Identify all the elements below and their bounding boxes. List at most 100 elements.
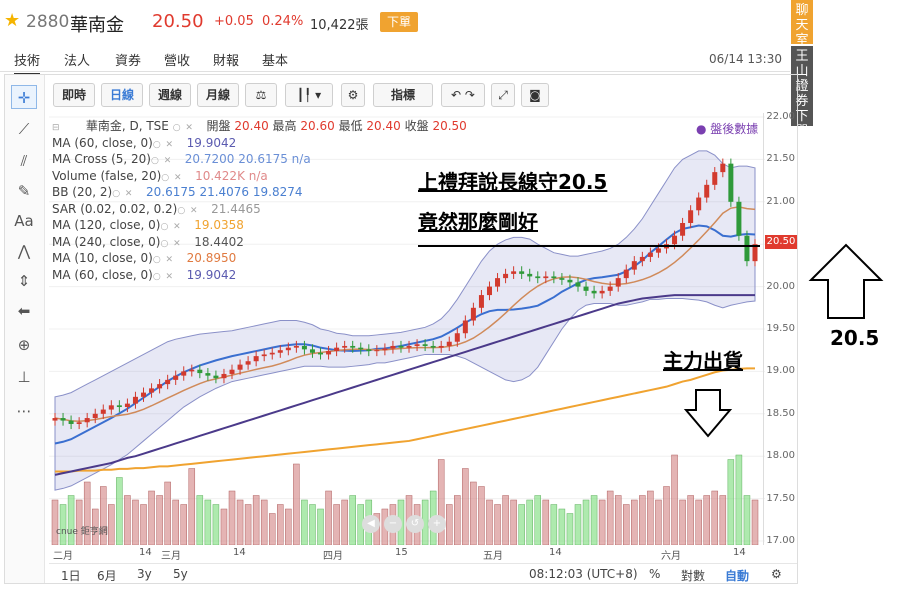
indicator-controls[interactable]: ○ ✕ xyxy=(152,255,175,265)
volume-bar xyxy=(598,499,606,545)
volume-bar xyxy=(486,499,493,545)
ruler-icon[interactable]: ⊥ xyxy=(17,368,31,386)
volume-bar xyxy=(518,504,525,545)
indicator-row[interactable]: SAR (0.02, 0.02, 0.2) ○ ✕ 21.4465 xyxy=(52,201,472,218)
after-hours-link[interactable]: ● 盤後數據 xyxy=(696,122,759,136)
favorite-star-icon[interactable]: ★ xyxy=(4,10,21,31)
percent-toggle[interactable]: % xyxy=(649,567,661,581)
candle-body xyxy=(269,352,275,355)
camera-icon[interactable]: ◙ xyxy=(521,83,549,107)
weekly-button[interactable]: 週線 xyxy=(149,83,191,107)
zoom-out-icon[interactable]: − xyxy=(384,515,402,533)
candle-body xyxy=(752,244,758,262)
candle-body xyxy=(277,350,283,353)
bollinger-band xyxy=(54,150,756,491)
indicator-row[interactable]: MA (60, close, 0) ○ ✕ 19.9042 xyxy=(52,135,472,152)
volume-bar xyxy=(188,468,196,545)
time-tick: 14 xyxy=(733,547,746,558)
trend-line-icon[interactable]: ⟋ xyxy=(18,120,30,138)
range-1d[interactable]: 1日 xyxy=(61,569,81,583)
indicator-row[interactable]: MA Cross (5, 20) ○ ✕ 20.7200 20.6175 n/a xyxy=(52,151,472,168)
price-change: +0.05 xyxy=(214,14,254,29)
settings-icon[interactable]: ⚙ xyxy=(341,83,365,107)
volume-bar xyxy=(252,495,260,545)
pattern-icon[interactable]: ⋀ xyxy=(17,242,31,260)
log-toggle[interactable]: 對數 xyxy=(681,569,706,583)
candle-body xyxy=(519,271,525,274)
zoom-icon[interactable]: ⊕ xyxy=(17,336,31,354)
range-5y[interactable]: 5y xyxy=(173,567,188,581)
realtime-button[interactable]: 即時 xyxy=(53,83,95,107)
axis-settings-icon[interactable]: ⚙ xyxy=(771,567,782,581)
chat-room-tab[interactable]: 聊天室 xyxy=(791,0,813,48)
volume-bar xyxy=(75,499,83,545)
quote-header: ★ 2880 華南金 20.50 +0.05 0.24% 10,422張 下單 xyxy=(0,0,900,42)
crosshair-icon[interactable]: ✛ xyxy=(11,85,37,109)
indicator-controls[interactable]: ○ ✕ xyxy=(152,271,175,282)
volume-bar xyxy=(550,504,558,545)
brush-icon[interactable]: ✎ xyxy=(17,182,31,200)
range-3y[interactable]: 3y xyxy=(137,567,152,581)
indicator-controls[interactable]: ○ ✕ xyxy=(161,172,183,183)
indicator-value: 10.422K n/a xyxy=(191,168,268,183)
fork-icon[interactable]: ⫽ xyxy=(20,152,28,170)
more-icon[interactable]: ⋯ xyxy=(16,402,32,420)
indicator-row[interactable]: Volume (false, 20) ○ ✕ 10.422K n/a xyxy=(52,168,472,185)
indicator-controls[interactable]: ○ ✕ xyxy=(112,189,134,199)
candle-body xyxy=(237,364,243,370)
indicator-name: MA (60, close, 0) xyxy=(52,135,153,150)
volume-bar xyxy=(83,481,91,545)
indicator-controls[interactable]: ○ ✕ xyxy=(152,139,175,150)
text-tool-icon[interactable]: Aa xyxy=(14,212,34,230)
candle-body xyxy=(583,286,589,291)
chart-legend: ⊟ 華南金, D, TSE ○ ✕ 開盤 20.40 最高 20.60 最低 2… xyxy=(52,118,472,283)
tab-institutional[interactable]: 法人 xyxy=(64,54,91,69)
volume-bar xyxy=(671,454,678,545)
indicator-controls[interactable]: ○ ✕ xyxy=(160,238,182,249)
price-chart[interactable] xyxy=(49,113,765,545)
zoom-reset-icon[interactable]: ↺ xyxy=(406,515,424,533)
zoom-in-icon[interactable]: + xyxy=(428,515,446,533)
volume-bar xyxy=(751,499,759,545)
indicator-controls[interactable]: ○ ✕ xyxy=(177,205,199,216)
undo-redo-icon[interactable]: ↶ ↷ xyxy=(441,83,485,107)
candle-body xyxy=(495,278,501,287)
annotation-support-level: 20.5 xyxy=(830,326,880,350)
tab-revenue[interactable]: 營收 xyxy=(164,54,191,69)
price-tick: 22.00 xyxy=(766,111,795,122)
indicator-controls[interactable]: ○ ✕ xyxy=(160,222,182,232)
auto-toggle[interactable]: 自動 xyxy=(725,569,750,583)
compare-icon[interactable]: ⚖ xyxy=(245,83,277,107)
indicator-button[interactable]: 指標 xyxy=(373,83,433,107)
tab-margin[interactable]: 資券 xyxy=(115,54,142,69)
volume-bar xyxy=(204,499,212,545)
tab-financials[interactable]: 財報 xyxy=(213,54,240,69)
indicator-row[interactable]: MA (120, close, 0) ○ ✕ 19.0358 xyxy=(52,217,472,234)
tab-basic[interactable]: 基本 xyxy=(262,54,289,69)
indicator-row[interactable]: BB (20, 2) ○ ✕ 20.6175 21.4076 19.8274 xyxy=(52,184,472,201)
indicator-controls[interactable]: ○ ✕ xyxy=(150,156,173,166)
candle-body xyxy=(165,379,171,385)
candle-body xyxy=(301,345,307,350)
arrow-left-icon[interactable]: ⬅ xyxy=(17,302,31,320)
candle-type-icon[interactable]: ┃╿ ▾ xyxy=(285,83,333,107)
range-6m[interactable]: 6月 xyxy=(97,569,117,583)
monthly-button[interactable]: 月線 xyxy=(197,83,239,107)
fullscreen-icon[interactable]: ⤢ xyxy=(491,83,515,107)
candle-body xyxy=(422,344,428,346)
scroll-left-icon[interactable]: ◀ xyxy=(362,515,380,533)
volume-bar xyxy=(51,499,59,545)
candle-body xyxy=(213,375,219,379)
candle-body xyxy=(342,345,348,348)
candle-body xyxy=(438,345,444,348)
volume-bar xyxy=(108,504,115,545)
broker-order-tab[interactable]: 王山證券下單 xyxy=(791,46,813,139)
price-tick: 17.00 xyxy=(766,535,795,546)
indicator-row[interactable]: MA (240, close, 0) ○ ✕ 18.4402 xyxy=(52,234,472,251)
measure-icon[interactable]: ⇕ xyxy=(17,272,31,290)
order-button[interactable]: 下單 xyxy=(380,12,418,32)
daily-button[interactable]: 日線 xyxy=(101,83,143,107)
indicator-row[interactable]: MA (60, close, 0) ○ ✕ 19.9042 xyxy=(52,267,472,284)
candle-body xyxy=(253,356,259,362)
indicator-row[interactable]: MA (10, close, 0) ○ ✕ 20.8950 xyxy=(52,250,472,267)
